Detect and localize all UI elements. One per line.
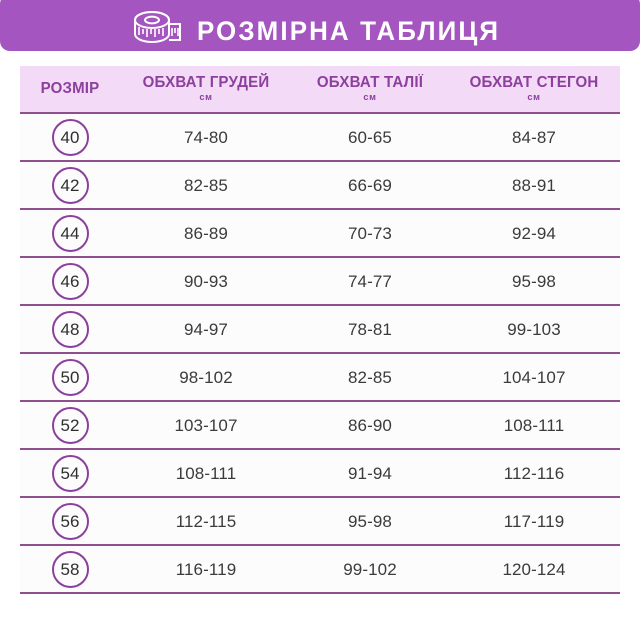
column-header-chest-unit: см <box>199 92 213 104</box>
column-header-waist-label: ОБХВАТ ТАЛІЇ <box>316 73 424 91</box>
cell-hips: 84-87 <box>512 127 556 147</box>
cell-hips: 99-103 <box>507 319 561 339</box>
cell-chest: 112-115 <box>175 511 237 531</box>
cell-hips: 120-124 <box>502 559 566 579</box>
column-header-waist-unit: см <box>363 92 377 104</box>
measuring-tape-icon <box>133 10 181 44</box>
table-row: 54 108-111 91-94 112-116 <box>20 450 620 498</box>
table-body: 40 74-80 60-65 84-87 42 82-85 66-69 88-91 44 86-8… <box>20 114 620 594</box>
column-header-chest-label: ОБХВАТ ГРУДЕЙ <box>142 73 270 91</box>
cell-hips: 104-107 <box>502 367 566 387</box>
cell-chest: 108-111 <box>175 463 237 483</box>
table-header-row: РОЗМІР ОБХВАТ ГРУДЕЙ см ОБХВАТ ТАЛІЇ см … <box>20 66 620 114</box>
size-badge: 48 <box>51 310 89 348</box>
cell-waist: 86-90 <box>348 415 392 435</box>
cell-size: 58 <box>20 550 120 588</box>
cell-waist: 78-81 <box>348 319 392 339</box>
cell-hips: 108-111 <box>503 415 565 435</box>
size-badge: 56 <box>51 502 89 540</box>
cell-size: 40 <box>20 118 120 156</box>
cell-size: 42 <box>20 166 120 204</box>
cell-chest: 103-107 <box>174 415 238 435</box>
cell-chest: 90-93 <box>184 271 228 291</box>
table-row: 58 116-119 99-102 120-124 <box>20 546 620 594</box>
cell-waist: 82-85 <box>348 367 392 387</box>
table-row: 48 94-97 78-81 99-103 <box>20 306 620 354</box>
size-badge: 58 <box>51 550 89 588</box>
table-row: 50 98-102 82-85 104-107 <box>20 354 620 402</box>
column-header-chest: ОБХВАТ ГРУДЕЙ см <box>123 73 290 104</box>
column-header-size-label: РОЗМІР <box>40 79 100 97</box>
size-badge: 44 <box>51 214 89 252</box>
cell-size: 44 <box>20 214 120 252</box>
cell-waist: 70-73 <box>348 223 392 243</box>
cell-hips: 95-98 <box>512 271 556 291</box>
table-row: 42 82-85 66-69 88-91 <box>20 162 620 210</box>
column-header-hips-unit: см <box>527 92 541 104</box>
cell-size: 54 <box>20 454 120 492</box>
cell-waist: 74-77 <box>348 271 392 291</box>
cell-size: 46 <box>20 262 120 300</box>
cell-chest: 94-97 <box>184 319 228 339</box>
cell-size: 48 <box>20 310 120 348</box>
table-row: 40 74-80 60-65 84-87 <box>20 114 620 162</box>
cell-size: 56 <box>20 502 120 540</box>
cell-chest: 116-119 <box>175 559 237 579</box>
cell-hips: 92-94 <box>512 223 556 243</box>
cell-hips: 117-119 <box>503 511 565 531</box>
table-row: 52 103-107 86-90 108-111 <box>20 402 620 450</box>
size-badge: 46 <box>51 262 89 300</box>
size-badge: 42 <box>51 166 89 204</box>
cell-hips: 88-91 <box>512 175 556 195</box>
table-row: 46 90-93 74-77 95-98 <box>20 258 620 306</box>
size-badge: 52 <box>51 406 89 444</box>
cell-waist: 91-94 <box>348 463 392 483</box>
cell-waist: 99-102 <box>343 559 397 579</box>
cell-size: 52 <box>20 406 120 444</box>
cell-chest: 86-89 <box>184 223 228 243</box>
cell-size: 50 <box>20 358 120 396</box>
cell-hips: 112-116 <box>503 463 565 483</box>
page-title: РОЗМІРНА ТАБЛИЦЯ <box>196 16 500 46</box>
size-badge: 40 <box>51 118 89 156</box>
size-badge: 50 <box>51 358 89 396</box>
column-header-waist: ОБХВАТ ТАЛІЇ см <box>294 73 445 104</box>
cell-waist: 66-69 <box>348 175 392 195</box>
cell-chest: 98-102 <box>179 367 233 387</box>
cell-waist: 60-65 <box>348 127 392 147</box>
header-banner: РОЗМІРНА ТАБЛИЦЯ <box>0 0 640 51</box>
cell-waist: 95-98 <box>348 511 392 531</box>
cell-chest: 82-85 <box>184 175 228 195</box>
cell-chest: 74-80 <box>184 127 228 147</box>
column-header-size: РОЗМІР <box>22 79 119 97</box>
column-header-hips-label: ОБХВАТ СТЕГОН <box>469 73 599 91</box>
size-badge: 54 <box>51 454 89 492</box>
column-header-hips: ОБХВАТ СТЕГОН см <box>451 73 618 104</box>
table-row: 56 112-115 95-98 117-119 <box>20 498 620 546</box>
table-row: 44 86-89 70-73 92-94 <box>20 210 620 258</box>
size-table: РОЗМІР ОБХВАТ ГРУДЕЙ см ОБХВАТ ТАЛІЇ см … <box>20 66 620 594</box>
